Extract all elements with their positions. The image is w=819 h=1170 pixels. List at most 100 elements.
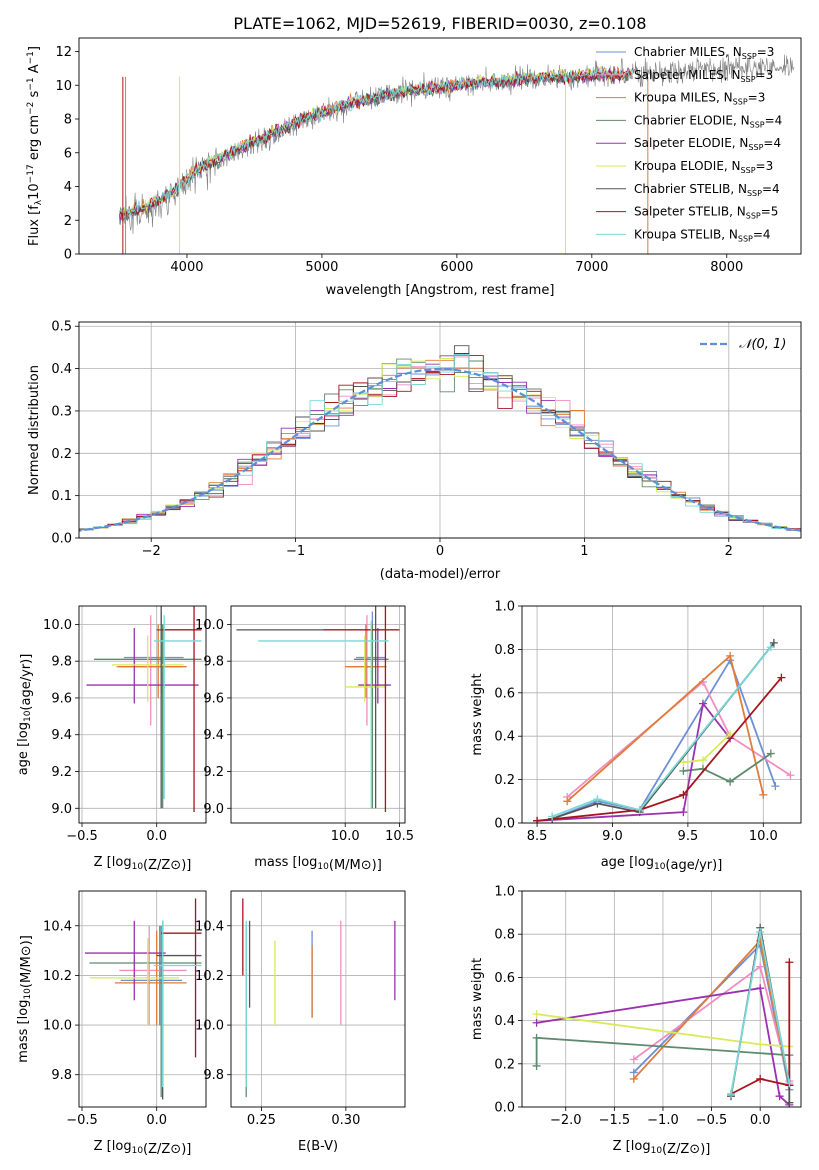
y-tick-label: 9.6	[203, 691, 224, 706]
x-tick-label: −2	[142, 544, 161, 559]
y-tick-label: 0.0	[494, 1101, 515, 1116]
weight-marker	[756, 984, 765, 993]
y-axis-label: Flux [fλ10−17 erg cm−2 s−1 A−1]	[26, 46, 44, 246]
y-tick-label: 0.2	[494, 1057, 515, 1072]
weight-line-salpeter-elodie	[537, 701, 731, 822]
y-tick-label: 10.0	[43, 1019, 72, 1034]
x-tick-label: 7000	[575, 260, 608, 275]
x-tick-label: 1	[580, 544, 588, 559]
z-weight-plot-area	[532, 923, 794, 1107]
y-tick-label: 0.4	[494, 730, 515, 745]
x-tick-label: 10.5	[385, 829, 414, 844]
y-tick-label: 6	[64, 146, 72, 161]
x-axis-label: mass [log10(M/M⊙)]	[254, 855, 382, 873]
x-tick-label: 10.0	[331, 829, 360, 844]
y-tick-label: 10	[55, 79, 72, 94]
weight-marker	[629, 1074, 638, 1083]
x-axis-label: Z [log10(Z/Z⊙)]	[613, 1139, 711, 1157]
weight-marker	[756, 1074, 765, 1083]
legend-label: 𝒩(0, 1)	[739, 337, 786, 352]
weight-marker	[766, 749, 775, 758]
weight-marker	[679, 808, 688, 817]
weight-marker	[785, 1079, 794, 1088]
x-axis-label: E(B-V)	[298, 1139, 338, 1154]
y-tick-label: 1.0	[494, 885, 515, 900]
x-tick-label: 0.0	[146, 829, 167, 844]
weight-marker	[756, 962, 765, 971]
y-tick-label: 10.0	[195, 1019, 224, 1034]
weight-marker	[786, 771, 795, 780]
x-axis-label: (data-model)/error	[380, 567, 501, 582]
y-tick-label: 9.4	[51, 728, 72, 743]
weight-marker	[771, 782, 780, 791]
y-tick-label: 9.8	[51, 1068, 72, 1083]
axes-frame	[78, 605, 207, 824]
weight-marker	[698, 699, 707, 708]
y-tick-label: 4	[64, 180, 72, 195]
y-tick-label: 0.2	[494, 773, 515, 788]
axes-frame	[230, 890, 406, 1108]
y-axis-label: mass [log10(M/M⊙)]	[16, 935, 34, 1063]
y-tick-label: 0.6	[494, 686, 515, 701]
y-axis-label: Normed distribution	[27, 365, 42, 495]
legend-label: Chabrier ELODIE, NSSP=4	[634, 113, 782, 129]
model-line-salpeter-stelib	[119, 66, 633, 219]
x-tick-label: 8.5	[527, 829, 548, 844]
x-tick-label: 9.5	[678, 829, 699, 844]
weight-marker	[726, 777, 735, 786]
weight-marker	[635, 805, 644, 814]
y-tick-label: 0	[64, 248, 72, 263]
normal-curve	[79, 367, 801, 532]
x-tick-label: −2.0	[550, 1113, 582, 1128]
legend-label: Kroupa STELIB, NSSP=4	[634, 227, 771, 243]
axes-frame	[78, 37, 802, 255]
x-tick-label: −0.5	[66, 1113, 98, 1128]
x-axis-label: Z [log10(Z/Z⊙)]	[94, 1139, 192, 1157]
spectrum-plot-area	[119, 53, 795, 254]
legend-label: Salpeter ELODIE, NSSP=4	[634, 136, 781, 152]
axes-frame	[78, 890, 207, 1108]
mass-age-plot-area	[236, 606, 400, 812]
residuals-plot-area	[79, 345, 801, 533]
y-tick-label: 0.4	[51, 362, 72, 377]
weight-line-chabrier-elodie	[683, 752, 772, 783]
weight-marker	[629, 1055, 638, 1064]
y-tick-label: 8	[64, 113, 72, 128]
ebv-mass-panel: 0.25 0.30 9.8 10.0 10.2 10.4 E(B-V)	[195, 890, 406, 1154]
weight-marker	[769, 638, 778, 647]
y-tick-label: 0.0	[494, 817, 515, 832]
x-tick-label: 2	[725, 544, 733, 559]
mass-age-panel: 10.0 10.5 9.0 9.2 9.4 9.6 9.8 10.0 mass [log10(M…	[195, 605, 414, 873]
weight-marker	[777, 673, 786, 682]
x-tick-label: 0.0	[146, 1113, 167, 1128]
y-axis-label: age [log10(age/yr)]	[16, 654, 34, 776]
x-tick-label: 0.0	[750, 1113, 771, 1128]
y-tick-label: 10.4	[43, 919, 72, 934]
y-axis-label: mass weight	[470, 673, 485, 755]
x-tick-label: 8000	[710, 260, 743, 275]
weight-line-salpeter-stelib	[730, 962, 791, 1095]
y-tick-label: 0.8	[494, 928, 515, 943]
x-tick-label: −1.5	[599, 1113, 631, 1128]
weight-marker	[548, 812, 557, 821]
x-tick-label: 5000	[305, 260, 338, 275]
weight-marker	[533, 816, 542, 823]
y-tick-label: 0.1	[51, 489, 72, 504]
ebv-mass-plot-area	[242, 898, 396, 1098]
x-tick-label: 0.30	[331, 1113, 360, 1128]
axes-frame	[521, 605, 802, 824]
x-tick-label: 10.0	[749, 829, 778, 844]
x-tick-label: 9.0	[602, 829, 623, 844]
axes-frame	[230, 605, 406, 824]
y-tick-label: 0.8	[494, 643, 515, 658]
weight-line-kroupa-stelib	[551, 646, 772, 818]
weight-marker	[563, 797, 572, 806]
weight-marker	[726, 730, 735, 739]
y-tick-label: 9.4	[203, 728, 224, 743]
y-tick-label: 12	[55, 45, 72, 60]
legend-label: Kroupa MILES, NSSP=3	[634, 91, 765, 107]
y-tick-label: 0.6	[494, 971, 515, 986]
weight-marker	[532, 1010, 541, 1019]
y-tick-label: 1.0	[494, 600, 515, 615]
